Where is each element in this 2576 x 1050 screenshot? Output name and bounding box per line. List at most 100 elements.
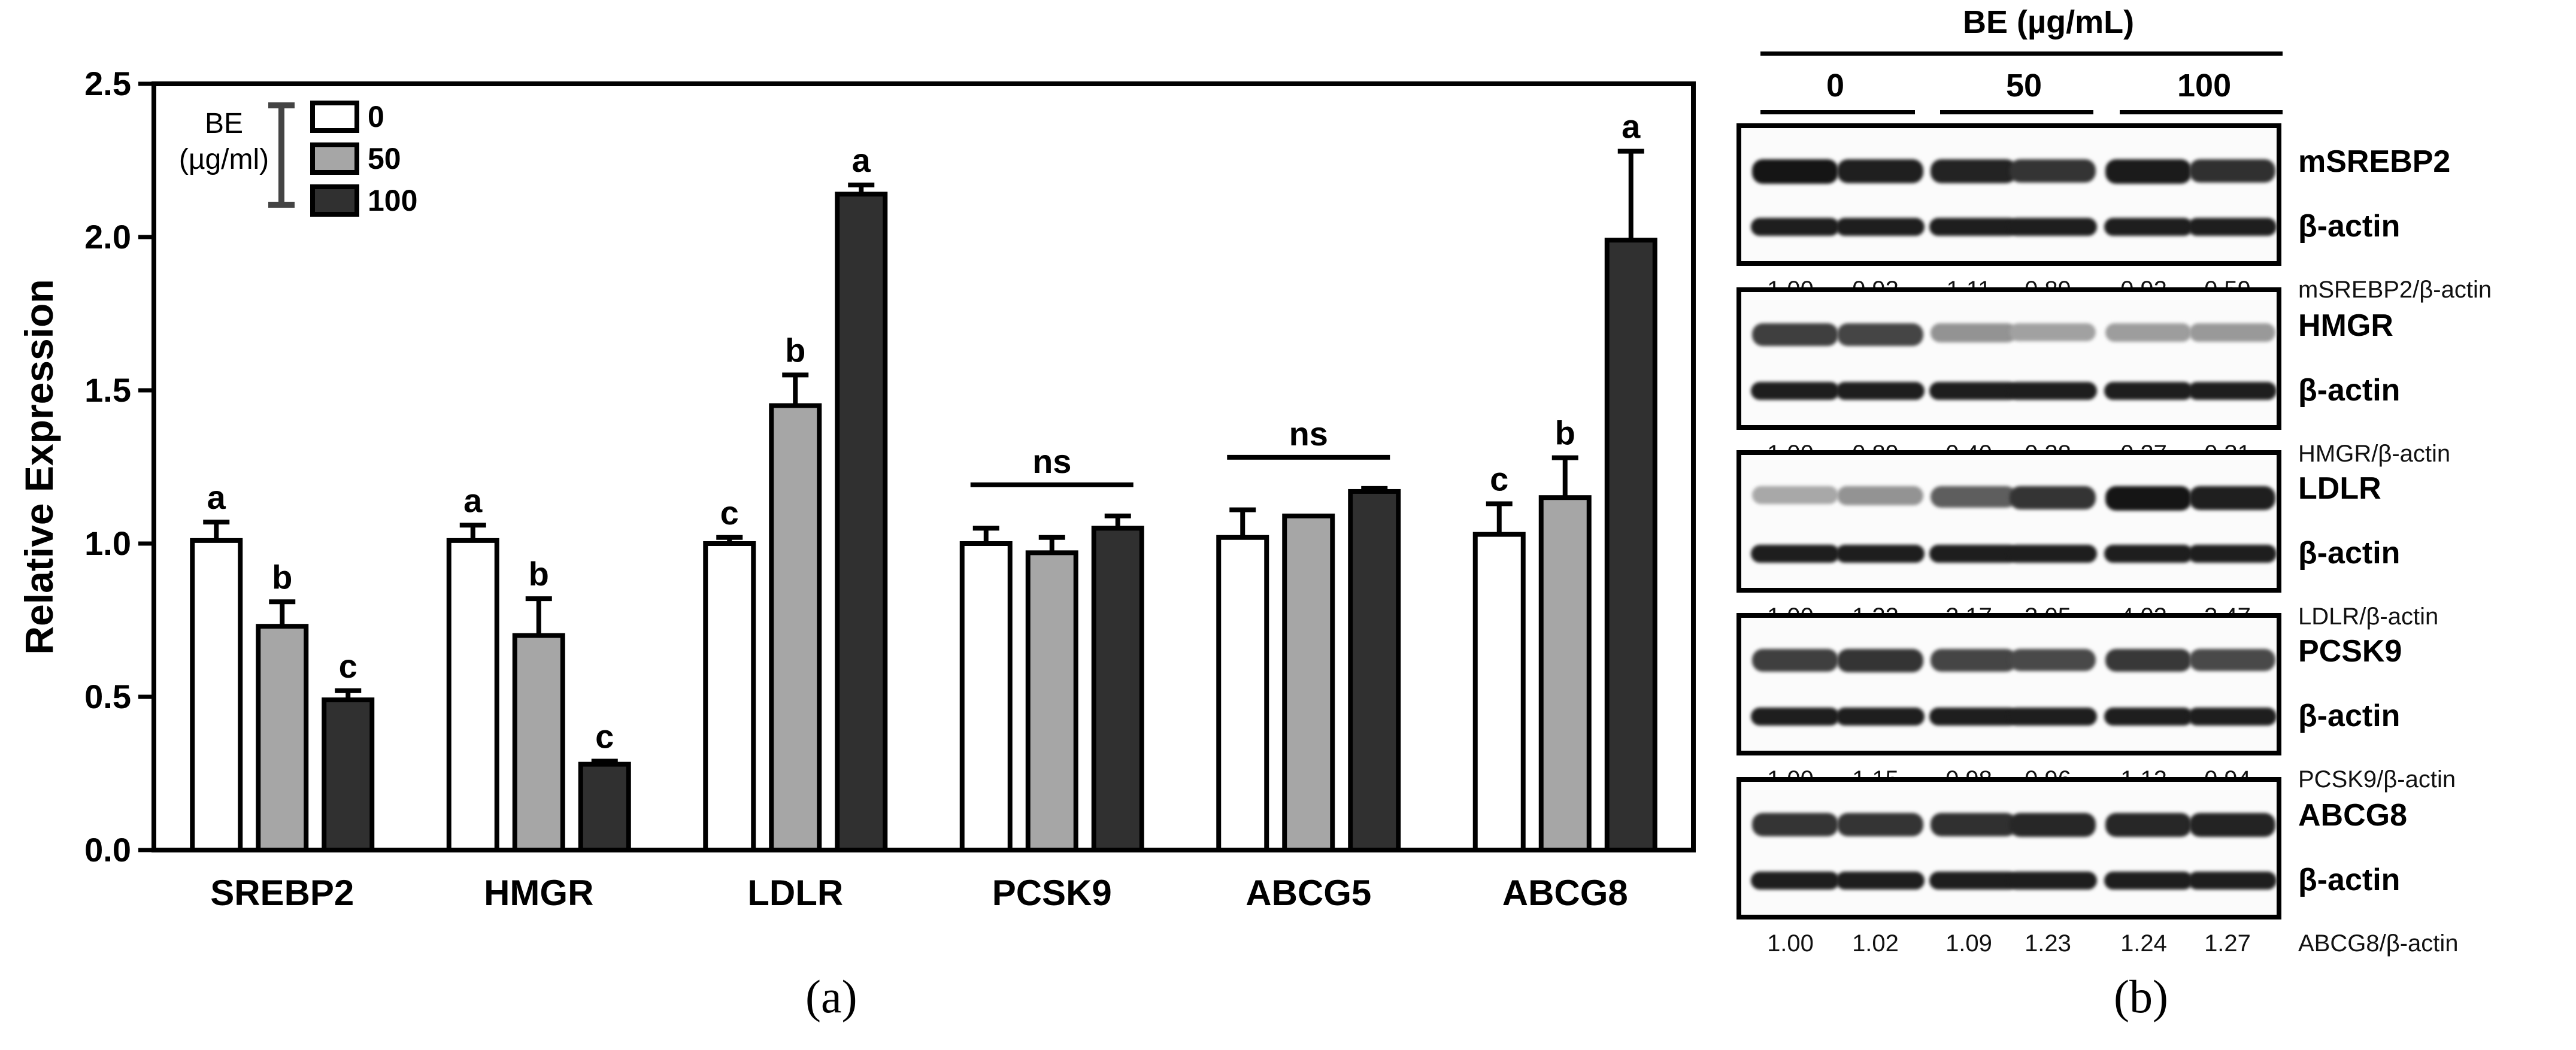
actin-band — [1751, 872, 1839, 890]
target-band — [2105, 323, 2192, 342]
actin-band — [1929, 382, 2018, 400]
dose-bar-100 — [2120, 110, 2283, 114]
y-tick-label: 2.5 — [84, 65, 131, 102]
significance-letter: a — [1622, 108, 1641, 145]
legend-label-50: 50 — [368, 142, 401, 175]
dose-label-0: 0 — [1826, 68, 1845, 104]
legend-swatch-0 — [310, 101, 359, 133]
ratio-value: 1.02 — [1852, 930, 1899, 957]
ratio-value: 1.27 — [2204, 930, 2251, 957]
target-band — [2189, 323, 2275, 342]
target-band — [1931, 323, 2017, 342]
actin-band — [1929, 218, 2018, 236]
bar-abcg8-50 — [1538, 495, 1592, 852]
target-band — [1837, 323, 1923, 346]
y-tick-label: 2.0 — [84, 218, 131, 256]
x-tick-label: HMGR — [484, 873, 593, 913]
actin-band — [1836, 382, 1925, 400]
target-band — [2010, 649, 2096, 671]
significance-letter: b — [272, 558, 292, 596]
significance-letter: c — [1490, 460, 1508, 497]
target-band — [1931, 813, 2017, 836]
actin-band — [2188, 382, 2277, 400]
significance-letter: c — [720, 494, 739, 532]
legend-label-0: 0 — [368, 100, 384, 133]
ns-label: ns — [1289, 415, 1328, 453]
actin-band — [2104, 382, 2193, 400]
blot-pcsk9 — [1736, 613, 2281, 755]
significance-letter: b — [529, 555, 549, 593]
y-tick-label: 1.5 — [84, 371, 131, 409]
legend-title-line1: BE — [205, 108, 243, 139]
treatment-bar — [1760, 51, 2283, 56]
actin-band — [1751, 218, 1839, 236]
actin-band — [2008, 545, 2097, 563]
significance-letter: c — [339, 647, 357, 685]
bar-abcg8-0 — [1472, 532, 1526, 852]
target-band — [1837, 486, 1923, 505]
loading-control-label: β-actin — [2298, 863, 2401, 897]
target-band — [2189, 486, 2275, 510]
legend-title-line2: (µg/ml) — [179, 144, 269, 175]
ratio-row: 1.00 1.02 1.09 1.23 1.24 1.27 ABCG8/β-actin — [1725, 930, 2576, 966]
actin-band — [2188, 872, 2277, 890]
bar-pcsk9-50 — [1025, 550, 1078, 852]
significance-letter: a — [852, 141, 871, 179]
target-band — [2105, 486, 2192, 511]
bar-hmgr-0 — [446, 538, 499, 852]
target-band — [1752, 486, 1838, 504]
ratio-value: 1.23 — [2025, 930, 2071, 957]
x-tick-label: ABCG8 — [1502, 873, 1628, 913]
target-band — [1752, 323, 1838, 346]
bar-hmgr-100 — [578, 761, 631, 853]
blot-hmgr — [1736, 287, 2281, 430]
dose-bar-0 — [1760, 110, 1915, 114]
western-blot-panel: BE (µg/mL) 0 50 100 mSREBP2β-actin1.000.… — [1725, 0, 2576, 1050]
y-tick-label: 0.5 — [84, 678, 131, 715]
y-tick-label: 0.0 — [84, 831, 131, 869]
dose-bar-50 — [1940, 110, 2093, 114]
target-band — [1837, 159, 1923, 183]
panel-a-label: (a) — [805, 970, 857, 1022]
dose-label-50: 50 — [2006, 68, 2042, 104]
ratio-label: PCSK9/β-actin — [2298, 766, 2456, 793]
actin-band — [2188, 708, 2277, 726]
blot-protein-label: ABCG8 — [2298, 798, 2408, 833]
actin-band — [2008, 872, 2097, 890]
actin-band — [2104, 708, 2193, 726]
legend-swatch-100 — [310, 184, 359, 217]
panel-b-label: (b) — [2114, 970, 2168, 1022]
legend-swatch-50 — [310, 142, 359, 175]
y-axis-label: Relative Expression — [17, 279, 61, 654]
actin-band — [1751, 382, 1839, 400]
actin-band — [1836, 708, 1925, 726]
bar-pcsk9-100 — [1091, 526, 1144, 852]
target-band — [1752, 649, 1838, 672]
target-band — [1752, 813, 1838, 836]
x-tick-label: SREBP2 — [210, 873, 354, 913]
bar-srebp2-100 — [322, 697, 375, 852]
ratio-label: LDLR/β-actin — [2298, 603, 2439, 630]
bar-ldlr-50 — [769, 403, 822, 852]
significance-letter: c — [595, 718, 614, 755]
significance-letter: b — [1555, 414, 1575, 452]
target-band — [2189, 159, 2275, 183]
loading-control-label: β-actin — [2298, 373, 2401, 408]
target-band — [1752, 159, 1838, 184]
actin-band — [1836, 218, 1925, 236]
bar-ldlr-100 — [835, 192, 888, 853]
bar-pcsk9-0 — [959, 541, 1013, 852]
bar-abcg8-100 — [1604, 238, 1657, 852]
ratio-label: HMGR/β-actin — [2298, 441, 2451, 467]
bar-chart: a b c a b c c b a c b a ns ns BE (µg/ml) 0 50 100 0.0 0.5 1… — [17, 65, 1696, 913]
target-band — [2189, 649, 2275, 671]
bar-srebp2-0 — [190, 538, 243, 852]
actin-band — [2104, 218, 2193, 236]
actin-band — [1751, 545, 1839, 563]
ratio-label: mSREBP2/β-actin — [2298, 277, 2492, 303]
actin-band — [1929, 872, 2018, 890]
target-band — [1931, 159, 2017, 183]
x-tick-label: ABCG5 — [1245, 873, 1371, 913]
ratio-value: 1.00 — [1767, 930, 1814, 957]
target-band — [2010, 486, 2096, 509]
